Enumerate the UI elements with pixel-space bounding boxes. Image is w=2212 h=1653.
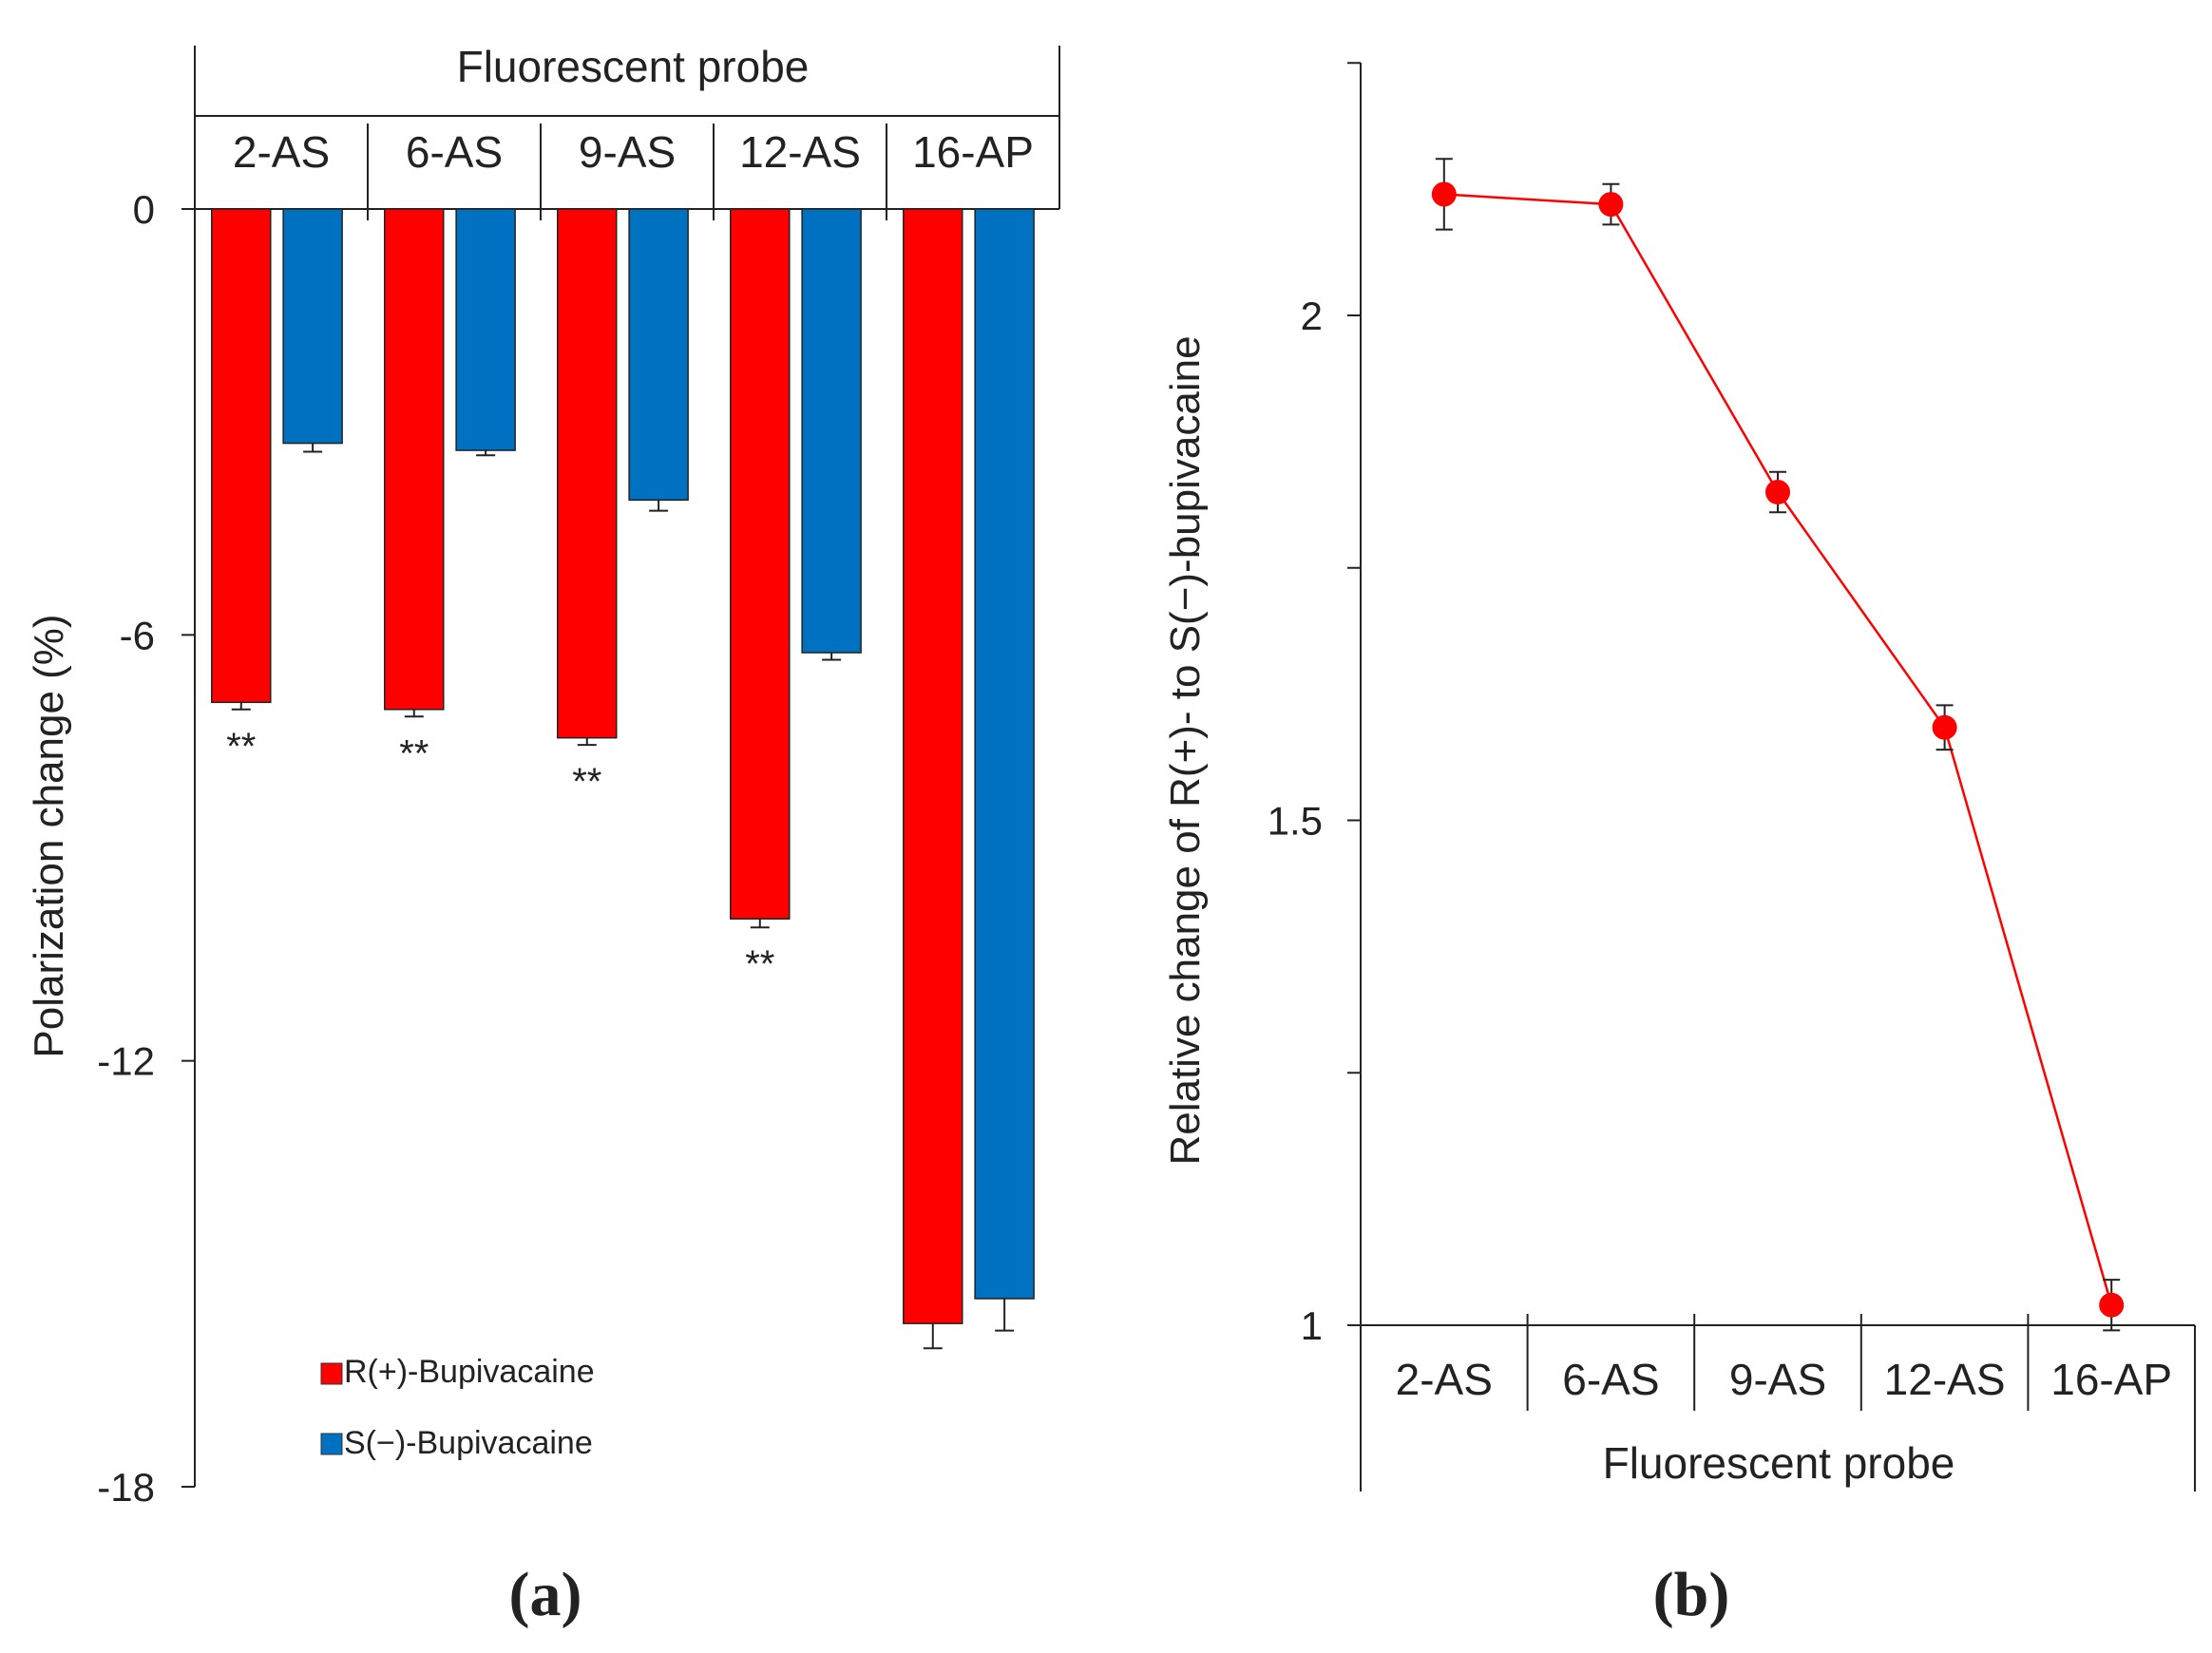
panel-b-point-12-as [1932,714,1957,740]
panel-b-point-2-as [1431,181,1457,207]
panel-a-category-2-as: 2-AS [233,127,330,177]
panel-b-ratio-line [1443,193,2113,1306]
significance-mark-9-as: ** [572,761,601,803]
panel-b-point-6-as [1598,192,1624,218]
panel-b-category-16-ap: 16-AP [2050,1355,2172,1404]
bar-r-bupivacaine-16-ap [903,208,963,1324]
panel-b-point-16-ap [2099,1292,2125,1318]
panel-a-y-tick-labels: 0 -6 -12 -18 [97,187,155,1510]
bar-s-bupivacaine-6-as [455,208,516,451]
panel-a-y-tick-label: -18 [97,1465,155,1510]
panel-a-y-tick-label: -6 [120,613,155,657]
panel-b-y-tick-label: 1 [1301,1303,1323,1348]
panel-b-x-axis-title: Fluorescent probe [1603,1438,1955,1488]
significance-mark-2-as: ** [226,726,256,768]
panel-a-label: (a) [509,1560,582,1629]
panel-b-error-bars [1435,158,2121,1332]
panel-a-y-tick-label: 0 [133,187,155,232]
panel-b-y-tick-label: 2 [1301,294,1323,338]
legend-swatch-r-bupivacaine [320,1362,343,1385]
panel-a-category-labels: 2-AS 6-AS 9-AS 12-AS 16-AP [233,127,1034,177]
panel-a-category-16-ap: 16-AP [912,127,1034,177]
panel-b-y-tick-label: 1.5 [1268,799,1323,844]
panel-b-axes [1347,62,2196,1492]
bar-s-bupivacaine-2-as [282,208,343,445]
legend-swatch-s-bupivacaine [320,1433,343,1455]
panel-b-y-axis-title: Relative change of R(+)- to S(−)-bupivac… [1162,335,1209,1165]
panel-a-error-bars [231,443,1015,1350]
panel-a-legend: R(+)-Bupivacaine S(−)-Bupivacaine [320,1354,595,1461]
significance-mark-6-as: ** [399,732,429,774]
panel-b-label: (b) [1653,1560,1730,1629]
panel-a-y-tick-label: -12 [97,1039,155,1084]
bar-s-bupivacaine-16-ap [974,208,1035,1300]
panel-b-series-line [1443,193,2113,1306]
panel-a-bar-chart: Fluorescent probe 2-AS 6-AS 9-AS 12-AS 16-AP… [26,42,1060,1629]
panel-b-category-12-as: 12-AS [1884,1355,2006,1404]
bar-r-bupivacaine-9-as [557,208,618,739]
panel-a-bars [211,208,1035,1324]
bar-s-bupivacaine-9-as [628,208,689,502]
panel-b-points [1431,181,2125,1318]
panel-a-category-9-as: 9-AS [579,127,676,177]
panel-a-y-axis-title: Polarization change (%) [26,614,72,1057]
panel-a-significance-marks: ** ** ** ** [226,726,774,985]
panel-b-point-9-as [1765,480,1790,505]
bar-s-bupivacaine-12-as [801,208,862,654]
panel-a-category-6-as: 6-AS [406,127,503,177]
bar-r-bupivacaine-2-as [211,208,272,704]
panel-a-x-axis-title: Fluorescent probe [457,42,810,91]
bar-r-bupivacaine-6-as [384,208,445,711]
panel-b-category-2-as: 2-AS [1396,1355,1493,1404]
panel-b-category-9-as: 9-AS [1729,1355,1826,1404]
panel-b-category-labels: 2-AS 6-AS 9-AS 12-AS 16-AP [1396,1355,2172,1404]
significance-mark-12-as: ** [745,943,774,985]
bar-r-bupivacaine-12-as [730,208,791,920]
panel-b-line-chart: 11.52 Relative change of R(+)- to S(−)-b… [1162,62,2196,1629]
panel-b-category-6-as: 6-AS [1562,1355,1659,1404]
panel-b-y-tick-labels: 11.52 [1268,294,1323,1348]
legend-label-r-bupivacaine: R(+)-Bupivacaine [344,1354,595,1390]
legend-label-s-bupivacaine: S(−)-Bupivacaine [344,1425,593,1461]
panel-a-category-12-as: 12-AS [739,127,861,177]
